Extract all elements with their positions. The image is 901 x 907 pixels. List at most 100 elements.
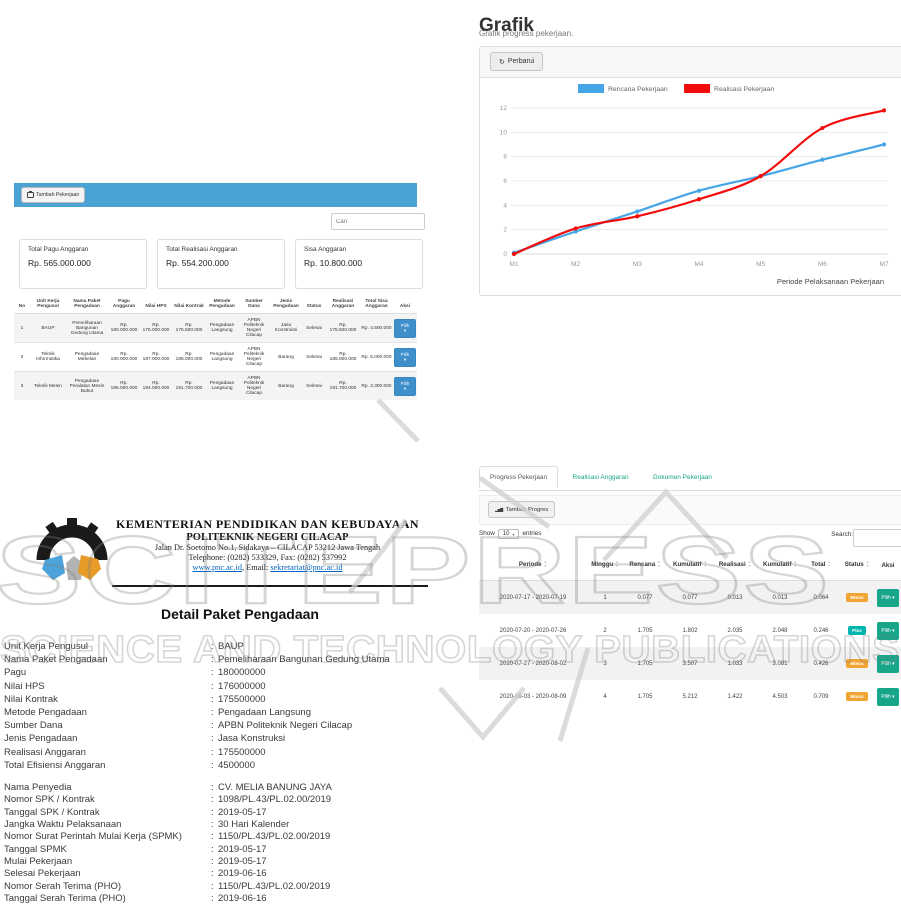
field-colon: : [211, 746, 214, 758]
pilih-button[interactable]: Pilih ▾ [877, 621, 899, 640]
cari-search-input[interactable] [331, 213, 425, 230]
field-label: Nomor Serah Terima (PHO) [4, 880, 122, 892]
pilih-label: Pilih [400, 380, 410, 386]
pilih-label: Pilih [400, 351, 410, 357]
field-colon: : [211, 680, 214, 692]
cell: 3.507 [682, 660, 698, 667]
cell-aksi: Pilih ▾ [875, 647, 901, 680]
cell: 0.077 [682, 594, 698, 601]
cell: Rp. 175.500.000 [326, 313, 360, 343]
perbarui-label: Perbarui [507, 58, 535, 65]
field-row: Metode Pengadaan: Pengadaan Langsung [4, 707, 438, 720]
tab-realisasi-anggaran[interactable]: Realisasi Anggaran [572, 474, 629, 481]
field-value: BAUP [218, 641, 244, 652]
cell: 0.064 [813, 594, 829, 601]
show-label: Show [479, 530, 495, 537]
column-header[interactable]: Aksi [875, 550, 901, 581]
cell: 1.422 [727, 693, 743, 700]
institution-name: POLITEKNIK NEGERI CILACAP [186, 532, 349, 543]
add-pekerjaan-button[interactable]: Tambah Pekerjaan [21, 187, 86, 203]
svg-text:Realisasi Pekerjaan: Realisasi Pekerjaan [714, 86, 774, 93]
email-link[interactable]: sekretariat@pnc.ac.id [270, 563, 343, 572]
column-header[interactable]: Total ▲ ▼ [803, 550, 839, 581]
field-value: APBN Politeknik Negeri Cilacap [218, 720, 353, 732]
column-header[interactable]: Kumulatif ▲ ▼ [667, 550, 713, 581]
logo-gear-arc [36, 524, 108, 561]
cell-aksi: Pilih ▾ [875, 680, 901, 713]
contract-detail-fields: Nama Penyedia: CV. MELIA BANUNG JAYA Nomor… [4, 782, 438, 905]
cell: 1 [603, 594, 607, 601]
perbarui-button[interactable]: ↻ Perbarui [490, 52, 544, 71]
caret-down-icon: ▾ [403, 385, 407, 391]
cell: Rp. 191.700.000 [172, 371, 206, 400]
toolbar-strip: ▂▅▇ Tambah Progres [479, 495, 901, 525]
field-row: Nilai Kontrak:175500000 [4, 694, 438, 707]
field-value: 4500000 [218, 759, 255, 771]
link-separator: , [241, 563, 247, 572]
field-value: Pemeliharaan Bangunan Gedung Utama [218, 654, 390, 666]
field-colon: : [211, 880, 214, 892]
table-row: 2020-07-27 - 2020-08-02 3 1.705 3.507 1.033 3… [479, 647, 901, 680]
pilih-button[interactable]: Pilih ▾ [877, 654, 899, 673]
chart-legend: Rencana Pekerjaan Realisasi Pekerjaan [578, 84, 774, 93]
field-label: Pagu [4, 667, 27, 679]
column-header[interactable]: Status ▲ ▼ [839, 550, 875, 581]
pilih-button[interactable]: Pilih ▾ [877, 687, 899, 706]
pilih-button[interactable]: Pilih ▾ [394, 347, 416, 367]
document-title: Detail Paket Pengadaan [161, 606, 319, 622]
table-search-input[interactable] [853, 529, 901, 547]
field-value: 1098/PL.43/PL.02.00/2019 [218, 794, 332, 806]
cell: 4 [603, 693, 607, 700]
add-progres-button[interactable]: ▂▅▇ Tambah Progres [488, 501, 556, 518]
column-header-label: Total [811, 561, 826, 569]
field-colon: : [211, 794, 214, 806]
field-row: Selesai Pekerjaan:2019-06-16 [4, 868, 438, 880]
tab-dokumen-pekerjaan[interactable]: Dokumen Pekerjaan [653, 474, 712, 481]
cell: Pengadaan Langsung [206, 313, 238, 343]
field-colon: : [211, 654, 214, 666]
tab-progress-pekerjaan[interactable]: Progress Pekerjaan [479, 466, 559, 488]
sort-icon: ▲ ▼ [615, 560, 619, 568]
institution-phone: Telephone: (0282) 533329, Fax: (0282) 53… [188, 553, 347, 562]
pilih-button[interactable]: Pilih ▾ [394, 376, 416, 396]
refresh-icon: ↻ [499, 58, 505, 66]
cell: Teknik Mesin [30, 371, 66, 400]
column-header[interactable]: Periode ▲ ▼ [479, 550, 587, 581]
field-label: Tanggal SPMK [4, 843, 67, 855]
chart-grid: 0 2 4 6 8 10 12 [500, 105, 888, 258]
field-label: Tanggal Serah Terima (PHO) [4, 893, 126, 905]
cell: Jasa Konstruksi [270, 313, 302, 343]
cell: 0.077 [637, 594, 653, 601]
field-row: Unit Kerja Pengusul: BAUP [4, 641, 438, 654]
ministry-name: KEMENTERIAN PENDIDIKAN DAN KEBUDAYAAN [116, 517, 419, 531]
entries-select[interactable]: 10 ▾ [497, 529, 520, 539]
pilih-button[interactable]: Pilih ▾ [394, 318, 416, 338]
column-header[interactable]: Realisasi ▲ ▼ [713, 550, 757, 581]
status-badge: Plus [848, 626, 866, 635]
cell: Pemeliharaan Bangunan Gedung Utama [66, 313, 108, 343]
column-header[interactable]: Kumulatif ▲ ▼ [757, 550, 803, 581]
field-label: Mulai Pekerjaan [4, 856, 73, 868]
svg-text:M3: M3 [633, 261, 642, 268]
cell: 0.426 [813, 660, 829, 667]
cell: APBN Politeknik Negeri Cilacap [238, 313, 270, 343]
card-label: Total Realisasi Anggaran [166, 246, 238, 253]
pilih-button[interactable]: Pilih ▾ [877, 588, 899, 607]
field-row: Nilai HPS:176000000 [4, 681, 438, 694]
column-header[interactable]: Rencana ▲ ▼ [623, 550, 667, 581]
chart-series [511, 108, 887, 257]
column-header: No [14, 295, 30, 314]
logo-blue-shield [42, 555, 65, 580]
sort-icon: ▲ ▼ [827, 560, 831, 568]
cell: 0.709 [813, 693, 829, 700]
column-header[interactable]: Minggu ▲ ▼ [587, 550, 623, 581]
field-colon: : [211, 641, 214, 652]
field-row: Realisasi Anggaran:175500000 [4, 747, 438, 760]
svg-text:8: 8 [503, 154, 507, 161]
cell: 1.033 [727, 660, 743, 667]
cell: Rp. 187.000.000 [140, 342, 172, 372]
cell: 5.212 [682, 693, 698, 700]
field-colon: : [211, 806, 214, 818]
website-link[interactable]: www.pnc.ac.id [192, 563, 242, 572]
